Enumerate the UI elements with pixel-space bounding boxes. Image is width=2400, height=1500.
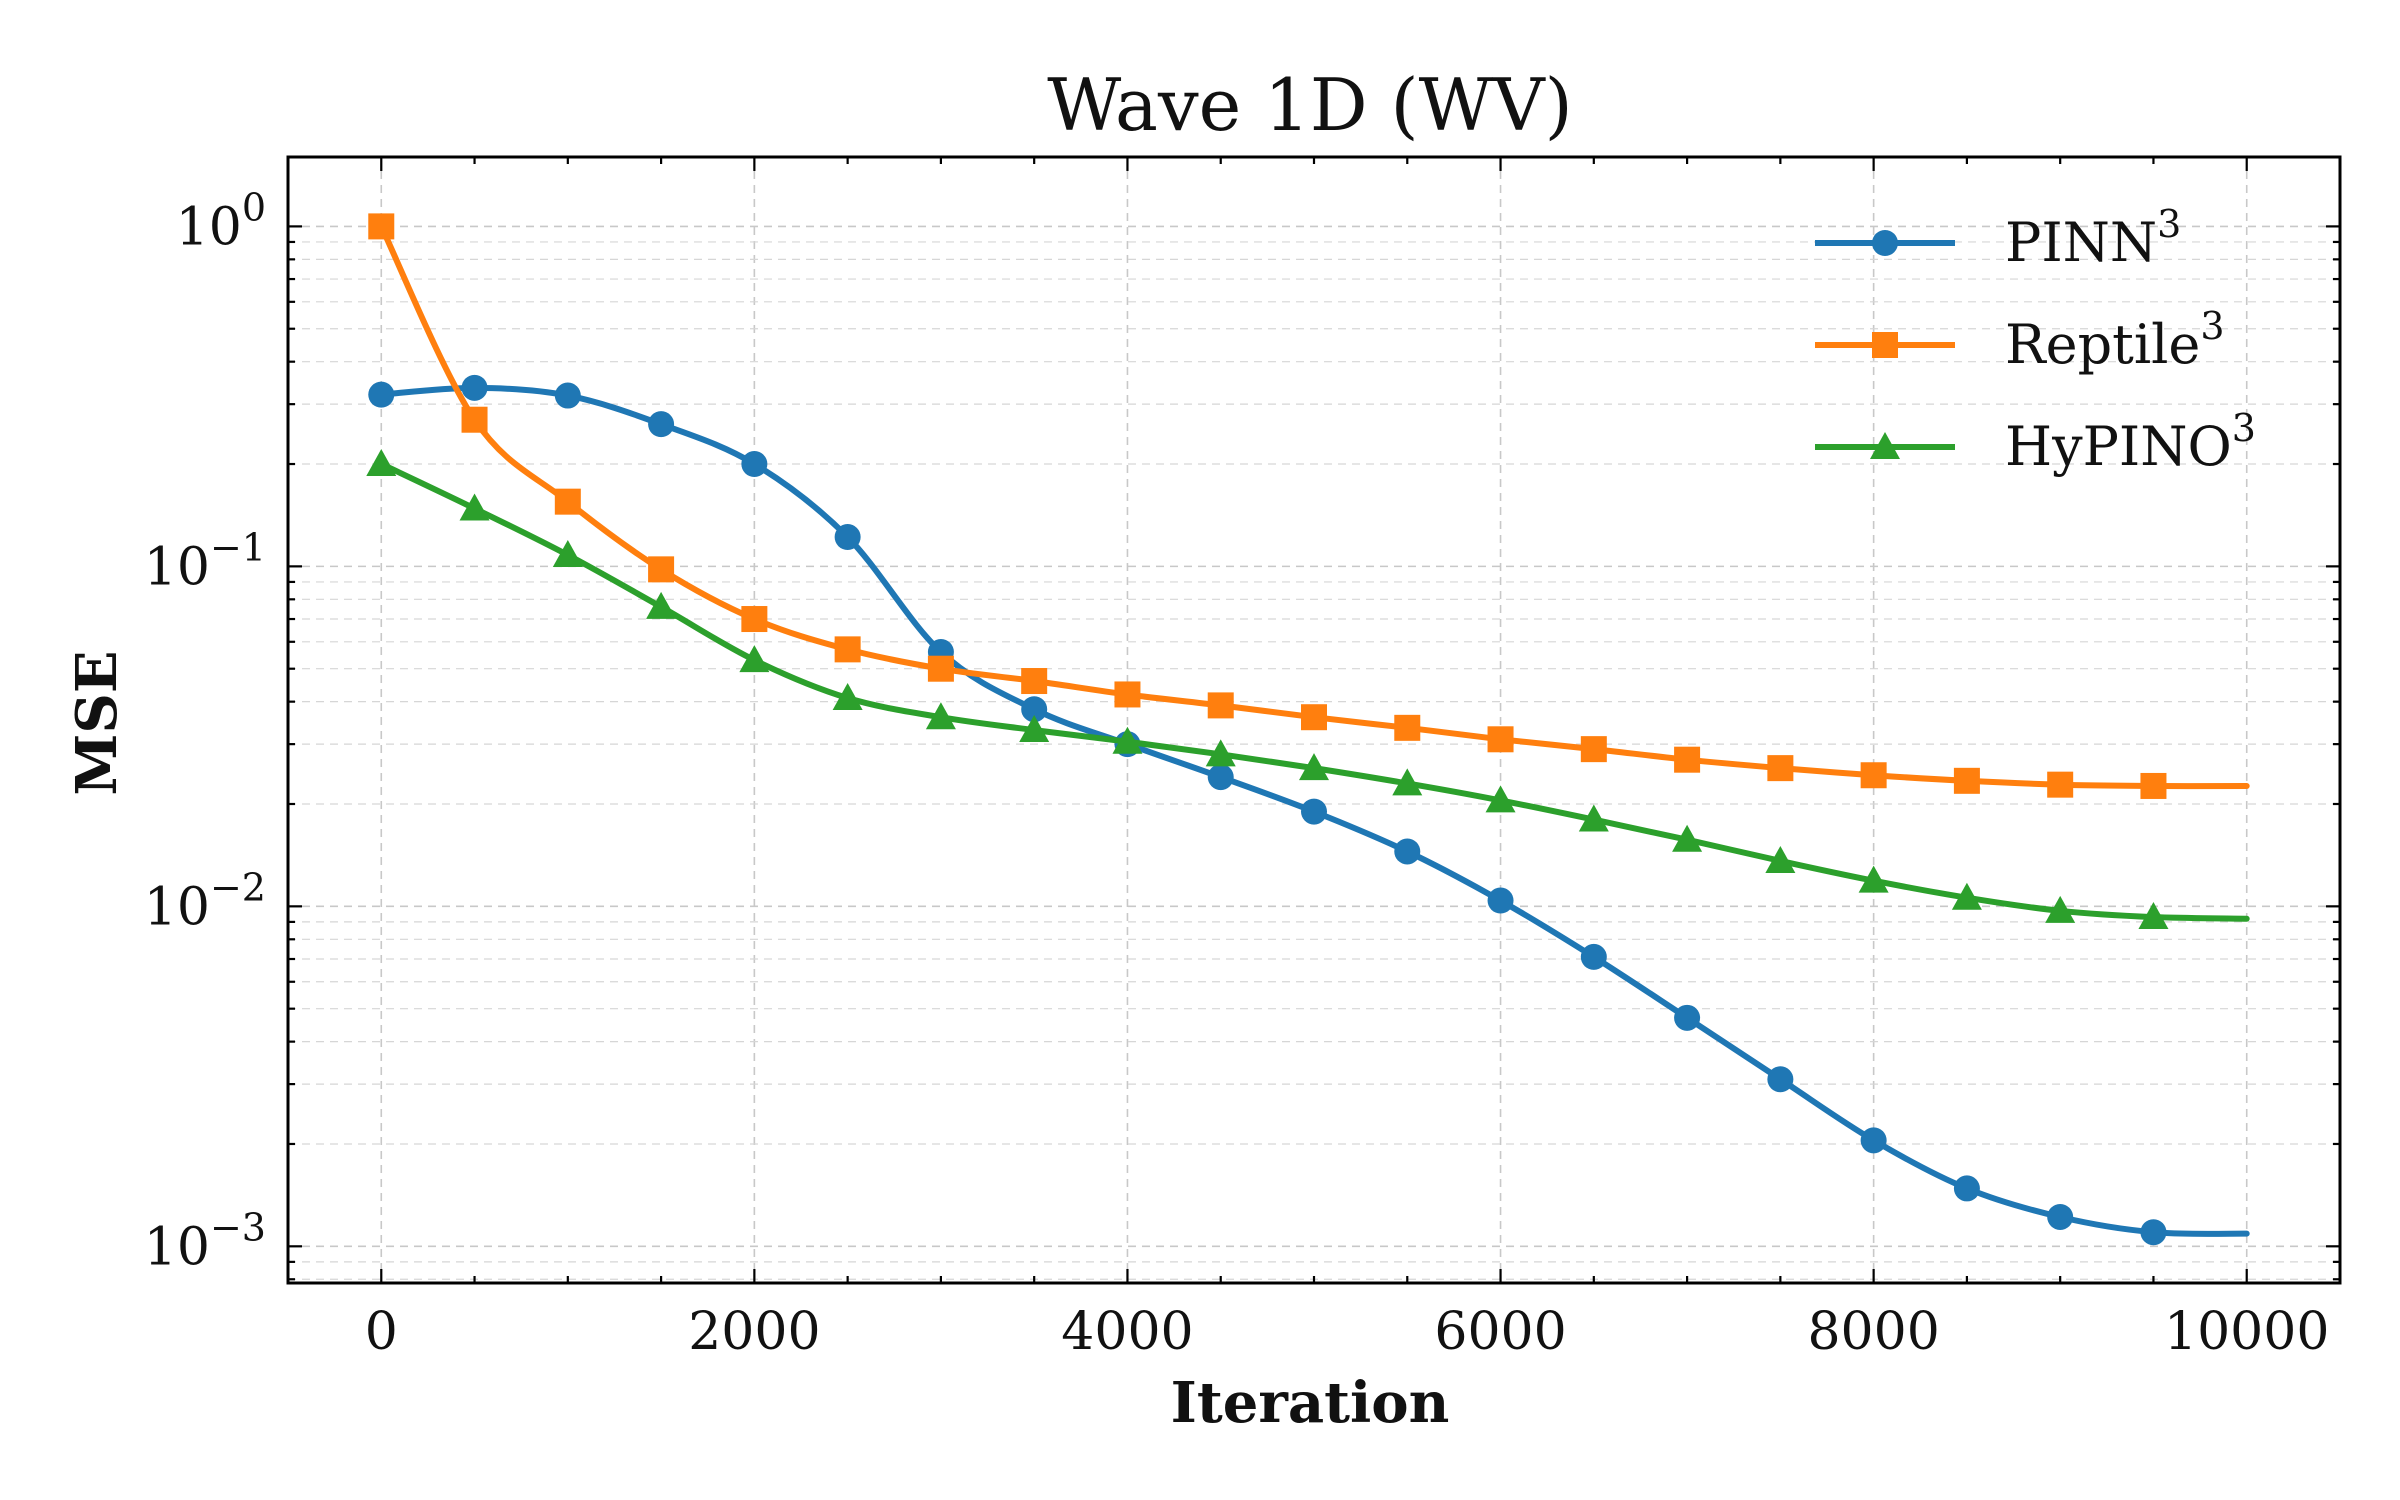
data-point-reptile: [1487, 726, 1514, 753]
data-point-pinn: [1487, 887, 1514, 914]
data-point-reptile: [2047, 771, 2074, 798]
data-point-reptile: [1860, 762, 1887, 789]
x-axis-label: Iteration: [1171, 1370, 1450, 1436]
y-tick-label: 100: [176, 185, 266, 257]
data-point-pinn: [2047, 1203, 2074, 1230]
data-point-pinn: [368, 381, 395, 408]
data-point-reptile: [1207, 692, 1234, 719]
series-pinn: [368, 374, 2250, 1246]
data-point-reptile: [648, 556, 675, 583]
data-point-reptile: [927, 655, 954, 682]
data-point-hypino: [1019, 715, 1050, 743]
data-point-reptile: [1953, 767, 1980, 794]
legend-label: HyPINO3: [2005, 406, 2256, 478]
data-point-hypino: [1858, 865, 1889, 893]
data-point-reptile: [461, 406, 488, 433]
data-point-hypino: [1578, 804, 1609, 832]
data-point-reptile: [1674, 746, 1701, 773]
data-point-reptile: [2140, 772, 2167, 799]
data-point-pinn: [1394, 838, 1421, 865]
data-point-reptile: [1394, 714, 1421, 741]
data-point-hypino: [925, 702, 956, 730]
data-point-pinn: [1860, 1127, 1887, 1154]
data-point-hypino: [2138, 902, 2169, 930]
series-reptile: [368, 213, 2250, 799]
x-tick-label: 4000: [1061, 1302, 1193, 1362]
data-point-hypino: [1112, 726, 1143, 754]
data-point-pinn: [1580, 943, 1607, 970]
data-point-reptile: [1580, 736, 1607, 763]
data-point-hypino: [1392, 768, 1423, 796]
y-tick-label: 10−2: [144, 865, 266, 937]
data-point-pinn: [648, 411, 675, 438]
y-axis-label: MSE: [64, 650, 130, 795]
x-tick-label: 2000: [688, 1302, 820, 1362]
data-point-hypino: [1951, 882, 1982, 910]
x-tick-label: 0: [365, 1302, 398, 1362]
data-point-hypino: [832, 683, 863, 711]
data-point-pinn: [834, 524, 861, 551]
data-point-reptile: [1767, 755, 1794, 782]
legend-label: Reptile3: [2005, 304, 2225, 376]
data-point-hypino: [366, 449, 397, 477]
data-point-pinn: [1301, 798, 1327, 825]
data-point-pinn: [1674, 1004, 1701, 1031]
data-point-hypino: [1672, 824, 1703, 852]
series-hypino: [366, 449, 2250, 930]
data-point-hypino: [1485, 785, 1516, 813]
data-point-pinn: [554, 382, 581, 409]
x-tick-label: 6000: [1434, 1302, 1566, 1362]
chart-title: Wave 1D (WV): [1047, 63, 1572, 147]
legend-label: PINN3: [2005, 202, 2181, 274]
data-point-hypino: [2045, 895, 2076, 923]
data-point-pinn: [741, 451, 768, 478]
data-point-pinn: [1767, 1066, 1794, 1093]
data-point-reptile: [554, 488, 581, 515]
x-tick-label: 8000: [1807, 1302, 1939, 1362]
data-point-hypino: [552, 540, 583, 568]
series-layer: [366, 213, 2250, 1246]
data-point-reptile: [1301, 704, 1327, 731]
legend-marker: [1870, 432, 1900, 459]
legend-entry-reptile: Reptile3: [1815, 304, 2225, 376]
data-point-hypino: [1299, 753, 1329, 781]
data-point-pinn: [1953, 1175, 1980, 1202]
axis-ticks: 0 2000 4000 6000 8000 10000 100 10−1 10−2 10−3: [144, 157, 2340, 1362]
data-point-reptile: [368, 213, 395, 240]
grid: [288, 157, 2340, 1283]
data-point-hypino: [739, 645, 770, 673]
data-point-reptile: [834, 636, 861, 663]
legend: PINN3 Reptile3 HyPINO3: [1815, 202, 2256, 478]
data-point-hypino: [1205, 739, 1236, 767]
data-point-hypino: [646, 591, 677, 619]
legend-marker: [1872, 332, 1898, 358]
data-point-reptile: [1021, 668, 1048, 695]
legend-entry-hypino: HyPINO3: [1815, 406, 2256, 478]
legend-entry-pinn: PINN3: [1815, 202, 2181, 274]
data-point-pinn: [1021, 696, 1048, 723]
x-tick-label: 10000: [2164, 1302, 2329, 1362]
y-tick-label: 10−1: [144, 525, 266, 597]
data-point-pinn: [461, 374, 488, 401]
legend-marker: [1872, 230, 1898, 256]
data-point-hypino: [459, 493, 490, 521]
series-line-hypino: [378, 461, 2250, 922]
data-point-pinn: [2140, 1219, 2167, 1246]
y-tick-label: 10−3: [144, 1205, 266, 1277]
data-point-reptile: [741, 606, 768, 633]
data-point-pinn: [1207, 764, 1234, 791]
data-point-reptile: [1114, 681, 1141, 708]
data-point-hypino: [1765, 845, 1796, 873]
